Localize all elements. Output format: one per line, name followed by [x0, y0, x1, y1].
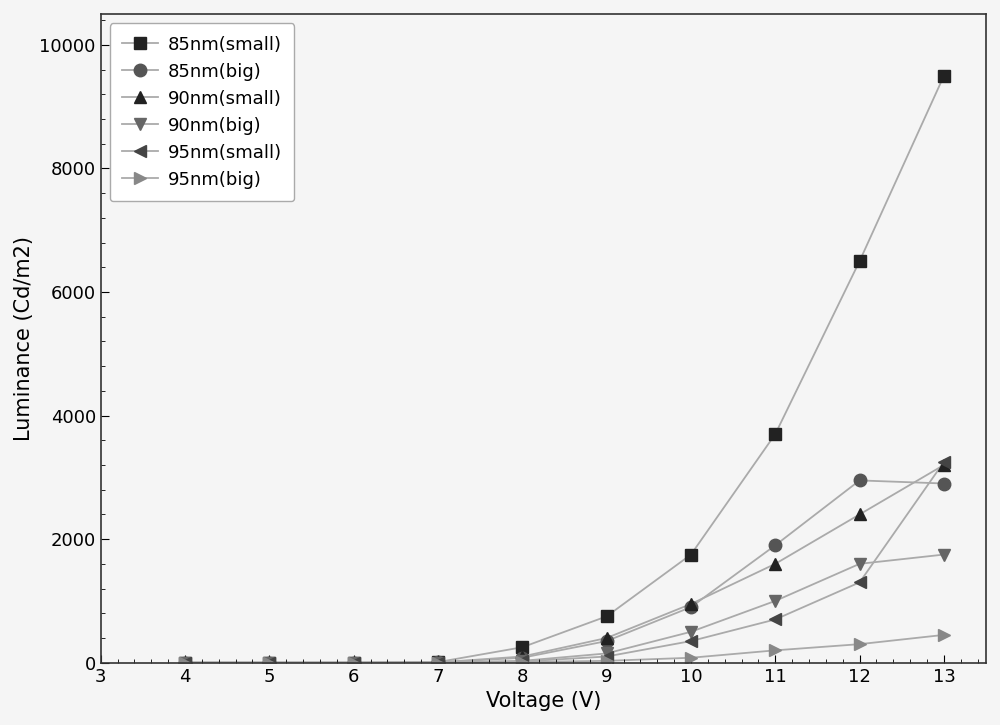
X-axis label: Voltage (V): Voltage (V)	[486, 691, 601, 711]
Y-axis label: Luminance (Cd/m2): Luminance (Cd/m2)	[14, 236, 34, 441]
Legend: 85nm(small), 85nm(big), 90nm(small), 90nm(big), 95nm(small), 95nm(big): 85nm(small), 85nm(big), 90nm(small), 90n…	[110, 23, 294, 202]
